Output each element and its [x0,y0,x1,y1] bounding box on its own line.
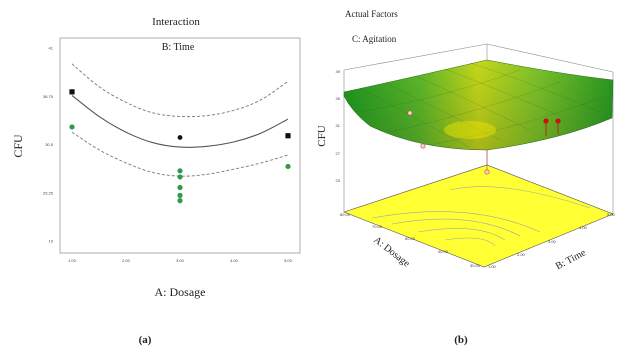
panel-b-x-tick: 80.00 [340,212,351,217]
panel-b-z-tick: 35 [336,96,341,101]
panel-b-y-tick: 4.00 [579,225,588,230]
panel-b-zlabel: CFU [316,125,328,146]
panel-b-floor-contours [371,186,591,247]
panel-b-z-tick: 23 [336,178,341,183]
panel-b-y-tick: 1.00 [488,264,497,269]
panel-b-header: Actual Factors [345,9,398,19]
panel-b-y-tick: 3.00 [548,239,557,244]
panel-a-x-tick-label: 2.00 [122,258,131,263]
panel-a-y-ticks: 41 36.75 30.5 25.25 19 [43,46,54,244]
panel-b-z-tick: 39 [336,69,341,74]
panel-b-x-tick: 60.00 [405,236,416,241]
panel-a-data-point-green [285,163,291,170]
panel-b-contour-floor [343,164,614,268]
panel-a-data-point-green [69,124,75,130]
panel-b-x-ticks: 80.00 70.00 60.00 40.00 30.00 [340,212,481,268]
panel-b-x-tick: 30.00 [470,263,481,268]
panel-a-x-tick-label: 1.00 [68,258,77,263]
panel-a-ci-upper-line [71,63,289,118]
panel-b-x-tick: 40.00 [438,249,449,254]
panel-a-y-tick-label: 19 [49,239,54,244]
panel-a-y-tick-label: 25.25 [43,190,54,195]
panel-a-fit-line [71,94,289,148]
panel-a: Interaction B: Time 41 36.75 30.5 25.25 19 1… [11,16,301,346]
panel-a-title: Interaction [152,16,200,28]
panel-a-y-tick-label: 30.5 [45,142,54,147]
panel-a-data-point-black [177,135,183,140]
panel-a-data-point-black [69,89,75,95]
panel-b-caption: (b) [454,334,468,346]
panel-a-data-point-green [177,184,183,191]
panel-b-z-tick: 27 [336,151,341,156]
panel-b-surface-minimum [444,121,496,139]
panel-b-ylabel: B: Time [554,247,588,272]
panel-a-xlabel: A: Dosage [155,285,206,299]
panel-b-design-point [420,143,426,149]
panel-a-points [69,89,291,204]
panel-b-y-tick: 5.00 [607,212,616,217]
panel-a-data-point-green [177,198,183,204]
panel-a-y-tick-label: 36.75 [43,94,54,99]
panel-b-surface-mesh [359,62,601,149]
panel-a-x-ticks: 1.00 2.00 3.00 4.00 5.00 [68,258,293,263]
panel-a-x-tick-label: 4.00 [230,258,239,263]
panel-a-ylabel: CFU [11,134,25,158]
panel-b-factor: C: Agitation [352,34,397,44]
panel-a-data-point-green [177,192,183,198]
panel-b-design-point [407,110,413,116]
panel-a-caption: (a) [139,334,152,346]
panel-b-design-point [484,169,490,175]
panel-b-y-tick: 2.00 [517,252,526,257]
panel-a-x-tick-label: 5.00 [284,258,293,263]
panel-b-y-ticks: 1.00 2.00 3.00 4.00 5.00 [488,212,616,269]
panel-b-design-point [555,118,561,124]
panel-b-design-points [407,110,561,175]
panel-b-design-point [543,118,549,124]
panel-a-x-tick-label: 3.00 [176,258,185,263]
panel-a-data-point-green [177,168,183,174]
panel-a-ci-lower-line [71,131,289,177]
panel-b: Actual Factors C: Agitation [316,9,616,346]
panel-b-z-tick: 31 [336,123,341,128]
panel-a-subtitle: B: Time [162,42,195,53]
panel-b-z-ticks: 39 35 31 27 23 [336,69,341,183]
panel-a-data-point-black [285,133,291,139]
panel-a-data-point-green [177,174,183,180]
panel-a-plot-frame [59,37,301,254]
panel-a-y-tick-label: 41 [49,46,54,51]
panel-b-x-tick: 70.00 [372,224,383,229]
